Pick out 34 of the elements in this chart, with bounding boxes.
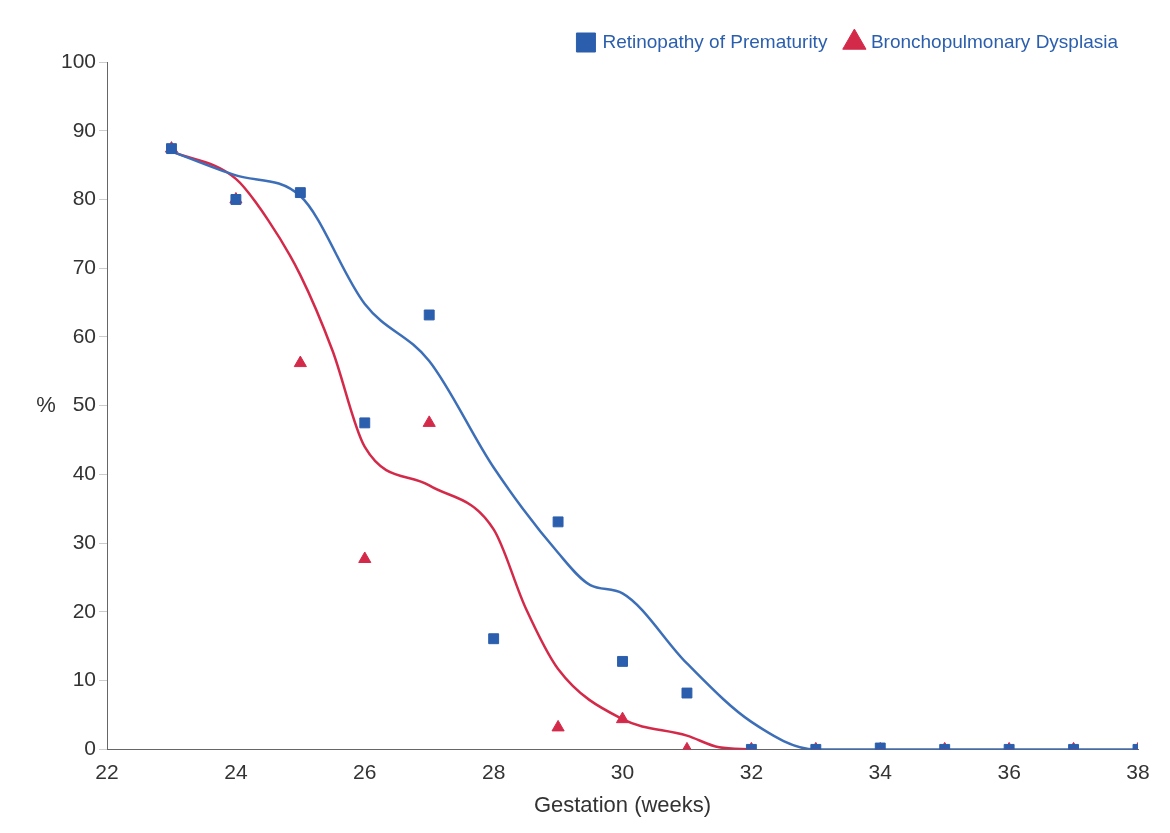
y-tick-label: 70 bbox=[72, 255, 97, 279]
x-tick-label: 30 bbox=[610, 759, 635, 783]
point bbox=[359, 417, 371, 429]
y-tick-label: 80 bbox=[72, 186, 97, 210]
x-tick-label: 22 bbox=[95, 759, 119, 783]
point bbox=[552, 516, 564, 528]
y-tick-label: 90 bbox=[72, 117, 97, 141]
y-tick-label: 30 bbox=[72, 529, 97, 553]
y-tick-label: 60 bbox=[72, 323, 97, 347]
x-tick-label: 26 bbox=[353, 759, 377, 783]
point bbox=[358, 551, 372, 563]
x-tick-label: 24 bbox=[224, 759, 248, 783]
y-axis-title: % bbox=[36, 391, 56, 417]
point bbox=[617, 655, 628, 667]
x-tick-label: 28 bbox=[481, 759, 506, 783]
point bbox=[293, 355, 307, 368]
x-tick-label: 34 bbox=[868, 759, 893, 783]
y-tick-label: 20 bbox=[72, 598, 97, 622]
y-tick-label: 0 bbox=[84, 736, 97, 760]
x-tick-label: 32 bbox=[739, 759, 764, 783]
x-tick-label: 36 bbox=[997, 759, 1021, 783]
y-tick-label: 100 bbox=[60, 48, 97, 72]
x-tick-label: 38 bbox=[1126, 759, 1150, 783]
point bbox=[422, 415, 436, 427]
point bbox=[615, 711, 630, 724]
point bbox=[551, 719, 565, 732]
legend-label: Bronchopulmonary Dysplasia bbox=[870, 30, 1119, 52]
legend-label: Retinopathy of Prematurity bbox=[602, 30, 828, 52]
point bbox=[294, 187, 306, 199]
point bbox=[423, 309, 435, 321]
x-axis-title: Gestation (weeks) bbox=[533, 791, 712, 817]
y-tick-label: 50 bbox=[72, 392, 97, 416]
y-tick-label: 40 bbox=[72, 461, 97, 485]
y-tick-label: 10 bbox=[72, 667, 97, 691]
